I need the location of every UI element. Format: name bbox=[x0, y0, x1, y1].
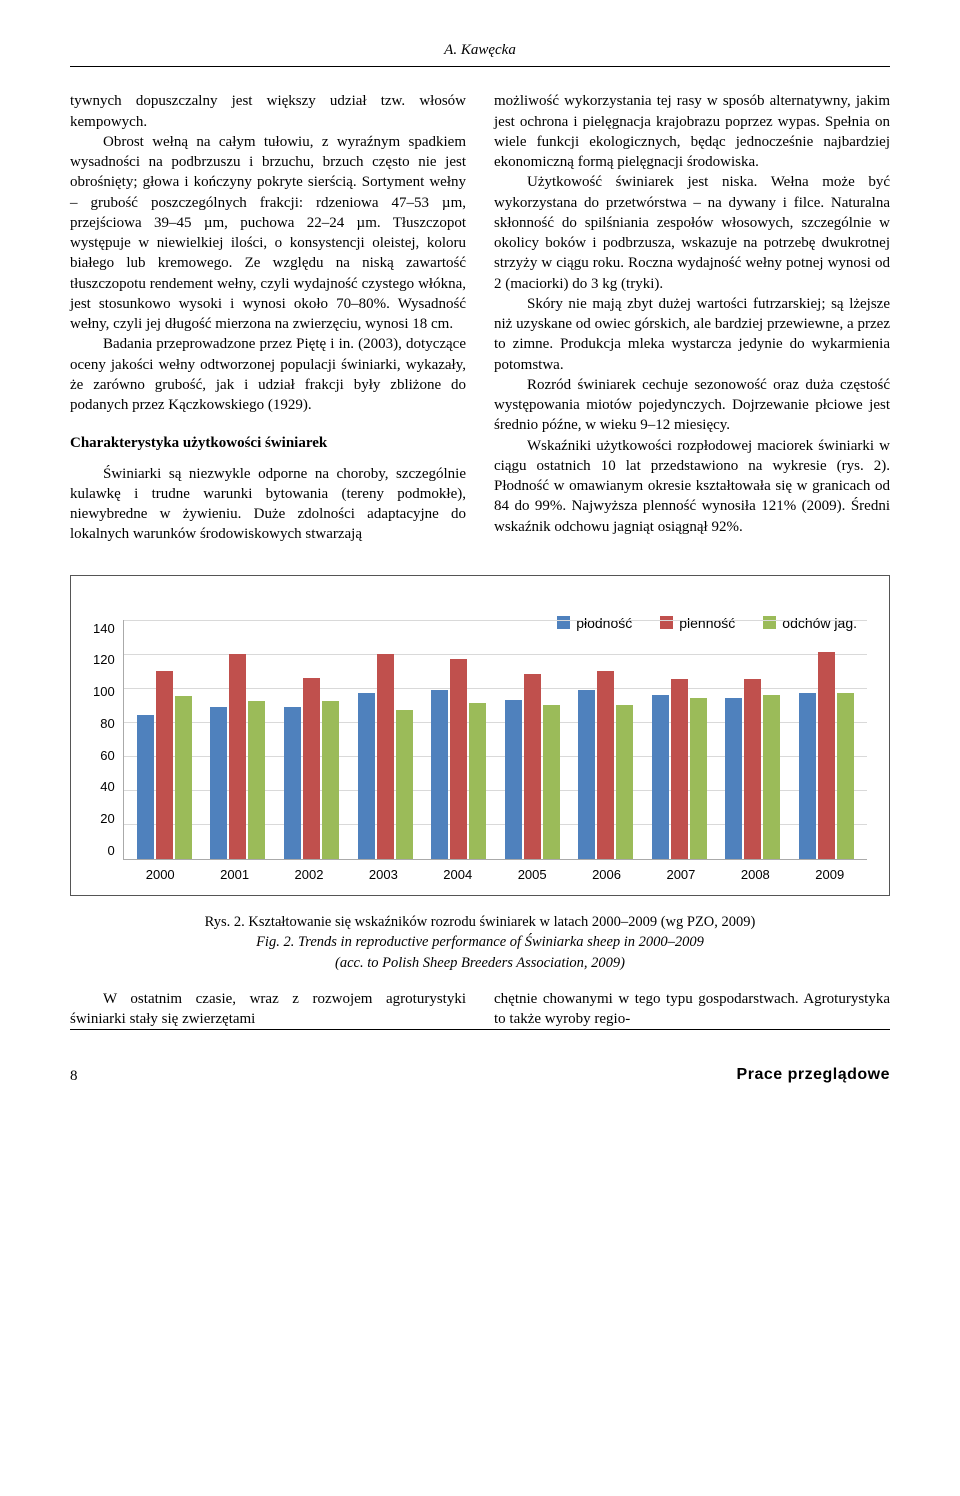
bar bbox=[505, 700, 522, 859]
bar bbox=[469, 703, 486, 858]
bar bbox=[616, 705, 633, 859]
bar bbox=[690, 698, 707, 858]
bar-group bbox=[799, 620, 854, 859]
body-paragraph: Rozród świniarek cechuje sezonowość oraz… bbox=[494, 375, 890, 436]
x-axis: 2000 2001 2002 2003 2004 2005 2006 2007 2008 2009 bbox=[123, 866, 867, 884]
bar-group bbox=[652, 620, 707, 859]
body-paragraph: tywnych dopuszczalny jest większy udział… bbox=[70, 91, 466, 132]
bar bbox=[248, 701, 265, 858]
bar bbox=[652, 695, 669, 859]
bar bbox=[543, 705, 560, 859]
body-columns: tywnych dopuszczalny jest większy udział… bbox=[70, 91, 890, 544]
bar bbox=[725, 698, 742, 858]
chart-container: płodnośćplennośćodchów jag. 140120100806… bbox=[70, 575, 890, 897]
bar-group bbox=[505, 620, 560, 859]
bar bbox=[671, 679, 688, 858]
bar bbox=[799, 693, 816, 859]
body-paragraph: Obrost wełną na całym tułowiu, z wyraźny… bbox=[70, 132, 466, 335]
bar bbox=[210, 707, 227, 859]
bar bbox=[377, 654, 394, 859]
x-tick-label: 2004 bbox=[443, 866, 472, 884]
body-paragraph: Badania przeprowadzone przez Piętę i in.… bbox=[70, 334, 466, 415]
bar bbox=[763, 695, 780, 859]
bar bbox=[837, 693, 854, 859]
x-tick-label: 2007 bbox=[666, 866, 695, 884]
footer-rule bbox=[70, 1029, 890, 1030]
bar bbox=[744, 679, 761, 858]
body-paragraph: Świniarki są niezwykle odporne na chorob… bbox=[70, 464, 466, 545]
y-tick-label: 60 bbox=[100, 747, 114, 765]
x-tick-label: 2001 bbox=[220, 866, 249, 884]
body-paragraph: chętnie chowanymi w tego typu gospodarst… bbox=[494, 989, 890, 1030]
page-number: 8 bbox=[70, 1066, 78, 1086]
bar bbox=[524, 674, 541, 858]
bar bbox=[175, 696, 192, 858]
bar-group bbox=[578, 620, 633, 859]
x-tick-label: 2009 bbox=[815, 866, 844, 884]
bar bbox=[578, 690, 595, 859]
bar bbox=[450, 659, 467, 859]
y-tick-label: 120 bbox=[93, 651, 115, 669]
bar bbox=[322, 701, 339, 858]
bar bbox=[229, 654, 246, 859]
x-tick-label: 2003 bbox=[369, 866, 398, 884]
bar bbox=[818, 652, 835, 859]
bar bbox=[358, 693, 375, 859]
after-columns: W ostatnim czasie, wraz z rozwojem agrot… bbox=[70, 989, 890, 1030]
header-rule bbox=[70, 66, 890, 67]
body-paragraph: Wskaźniki użytkowości rozpłodowej macior… bbox=[494, 436, 890, 537]
figure-caption: Rys. 2. Kształtowanie się wskaźników roz… bbox=[70, 912, 890, 973]
body-paragraph: W ostatnim czasie, wraz z rozwojem agrot… bbox=[70, 989, 466, 1030]
bar-group bbox=[358, 620, 413, 859]
y-tick-label: 20 bbox=[100, 810, 114, 828]
x-tick-label: 2002 bbox=[295, 866, 324, 884]
footer-label: Prace przeglądowe bbox=[737, 1064, 890, 1086]
bar bbox=[597, 671, 614, 859]
bar-group bbox=[284, 620, 339, 859]
bar bbox=[431, 690, 448, 859]
y-tick-label: 140 bbox=[93, 620, 115, 638]
y-tick-label: 0 bbox=[107, 842, 114, 860]
bar bbox=[303, 678, 320, 859]
bar-group bbox=[210, 620, 265, 859]
page-footer: 8 Prace przeglądowe bbox=[70, 1064, 890, 1086]
bar-group bbox=[137, 620, 192, 859]
y-tick-label: 80 bbox=[100, 715, 114, 733]
y-tick-label: 100 bbox=[93, 683, 115, 701]
body-paragraph: Użytkowość świniarek jest niska. Wełna m… bbox=[494, 172, 890, 294]
y-tick-label: 40 bbox=[100, 778, 114, 796]
header-author: A. Kawęcka bbox=[70, 40, 890, 60]
body-paragraph: Skóry nie mają zbyt dużej wartości futrz… bbox=[494, 294, 890, 375]
caption-line: Rys. 2. Kształtowanie się wskaźników roz… bbox=[70, 912, 890, 932]
bar bbox=[396, 710, 413, 859]
caption-line: (acc. to Polish Sheep Breeders Associati… bbox=[70, 953, 890, 973]
x-tick-label: 2005 bbox=[518, 866, 547, 884]
x-tick-label: 2008 bbox=[741, 866, 770, 884]
bar bbox=[156, 671, 173, 859]
body-paragraph: możliwość wykorzystania tej rasy w sposó… bbox=[494, 91, 890, 172]
y-axis: 140 120 100 80 60 40 20 0 bbox=[93, 620, 123, 860]
caption-line: Fig. 2. Trends in reproductive performan… bbox=[70, 932, 890, 952]
bar bbox=[137, 715, 154, 858]
x-tick-label: 2006 bbox=[592, 866, 621, 884]
x-tick-label: 2000 bbox=[146, 866, 175, 884]
section-heading: Charakterystyka użytkowości świniarek bbox=[70, 433, 466, 453]
bar bbox=[284, 707, 301, 859]
bar-group bbox=[725, 620, 780, 859]
bar-group bbox=[431, 620, 486, 859]
plot-area bbox=[123, 620, 867, 860]
